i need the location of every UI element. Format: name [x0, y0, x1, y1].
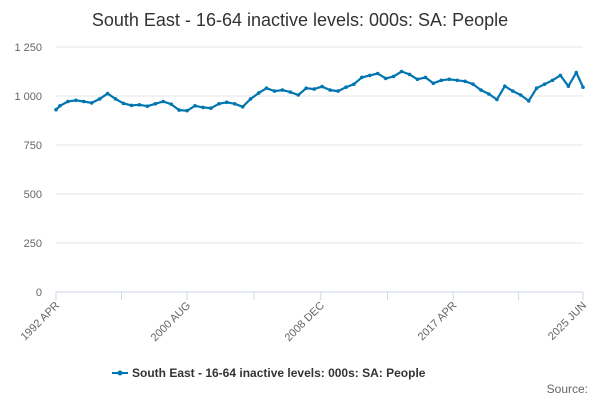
data-point[interactable] — [368, 73, 372, 78]
data-point[interactable] — [558, 73, 563, 78]
x-tick-label: 2008 DEC — [283, 300, 327, 344]
x-tick-label: 2017 APR — [416, 300, 460, 344]
data-point[interactable] — [129, 103, 134, 108]
data-point[interactable] — [185, 108, 189, 113]
source-label[interactable]: Source: — [547, 382, 588, 396]
data-point[interactable] — [153, 102, 158, 106]
chart-title: South East - 16-64 inactive levels: 000s… — [92, 10, 508, 30]
plot-area — [54, 69, 585, 113]
x-tick-label: 2025 JUN — [546, 300, 589, 343]
data-point[interactable] — [272, 89, 277, 93]
data-point[interactable] — [280, 88, 285, 92]
data-point[interactable] — [399, 69, 404, 74]
data-point[interactable] — [97, 97, 102, 101]
y-tick-label: 1 000 — [14, 91, 42, 103]
data-point[interactable] — [193, 104, 197, 108]
data-point[interactable] — [415, 77, 420, 82]
data-point[interactable] — [511, 89, 515, 93]
data-point[interactable] — [66, 99, 70, 104]
data-point[interactable] — [89, 101, 94, 105]
data-point[interactable] — [487, 92, 491, 96]
data-point[interactable] — [581, 85, 585, 89]
data-point[interactable] — [161, 99, 165, 104]
data-point[interactable] — [574, 70, 579, 75]
data-point[interactable] — [360, 75, 364, 80]
data-point[interactable] — [145, 104, 150, 108]
y-tick-label: 1 250 — [14, 42, 42, 54]
x-tick-label: 1992 APR — [19, 300, 63, 344]
data-point[interactable] — [217, 102, 221, 106]
y-tick-label: 0 — [36, 287, 42, 299]
data-point[interactable] — [375, 71, 380, 76]
data-point[interactable] — [471, 82, 475, 86]
data-point[interactable] — [431, 81, 436, 86]
data-point[interactable] — [121, 101, 126, 106]
data-point[interactable] — [264, 86, 269, 90]
data-point[interactable] — [423, 75, 428, 80]
data-point[interactable] — [407, 72, 412, 77]
data-point[interactable] — [225, 100, 229, 105]
data-point[interactable] — [248, 97, 253, 101]
data-point[interactable] — [503, 84, 507, 88]
x-axis: 1992 APR 2000 AUG 2008 DEC 2017 APR 2025 JUN — [19, 292, 589, 344]
data-point[interactable] — [232, 102, 237, 106]
data-point[interactable] — [479, 88, 483, 92]
data-point[interactable] — [328, 88, 332, 92]
data-point[interactable] — [54, 107, 58, 112]
data-point[interactable] — [383, 76, 388, 81]
data-point[interactable] — [201, 105, 205, 110]
data-point[interactable] — [463, 79, 467, 84]
data-point[interactable] — [439, 78, 444, 83]
data-point[interactable] — [542, 82, 547, 86]
data-point[interactable] — [534, 86, 539, 90]
data-point[interactable] — [344, 85, 348, 89]
data-point[interactable] — [137, 103, 142, 107]
data-point[interactable] — [177, 108, 181, 112]
data-point[interactable] — [447, 77, 452, 82]
data-point[interactable] — [495, 97, 499, 102]
data-point[interactable] — [391, 74, 396, 79]
gridlines — [56, 46, 583, 293]
data-point[interactable] — [550, 78, 555, 83]
data-point[interactable] — [455, 78, 460, 83]
data-point[interactable] — [526, 99, 531, 103]
data-point[interactable] — [296, 93, 301, 97]
data-point[interactable] — [82, 99, 86, 104]
x-tick-label: 2000 AUG — [149, 300, 193, 344]
legend-marker-icon — [117, 370, 123, 376]
data-point[interactable] — [288, 90, 293, 94]
data-point[interactable] — [74, 98, 78, 103]
data-point[interactable] — [336, 89, 340, 93]
data-point[interactable] — [304, 86, 309, 90]
data-point[interactable] — [320, 84, 324, 89]
data-point[interactable] — [209, 106, 213, 110]
data-point[interactable] — [240, 105, 245, 109]
series-line[interactable] — [55, 70, 585, 112]
data-point[interactable] — [105, 91, 110, 96]
data-point[interactable] — [312, 87, 317, 91]
data-point[interactable] — [58, 104, 62, 108]
data-point[interactable] — [566, 84, 571, 88]
legend-label: South East - 16-64 inactive levels: 000s… — [132, 366, 426, 380]
data-point[interactable] — [518, 93, 523, 97]
data-point[interactable] — [113, 97, 118, 101]
y-tick-label: 500 — [24, 189, 42, 201]
data-point[interactable] — [352, 82, 356, 86]
y-tick-label: 250 — [24, 238, 42, 250]
y-axis: 0 250 500 750 1 000 1 250 — [14, 42, 42, 299]
data-point[interactable] — [169, 102, 173, 106]
data-point[interactable] — [256, 91, 261, 95]
legend[interactable]: South East - 16-64 inactive levels: 000s… — [112, 366, 426, 380]
y-tick-label: 750 — [24, 140, 42, 152]
